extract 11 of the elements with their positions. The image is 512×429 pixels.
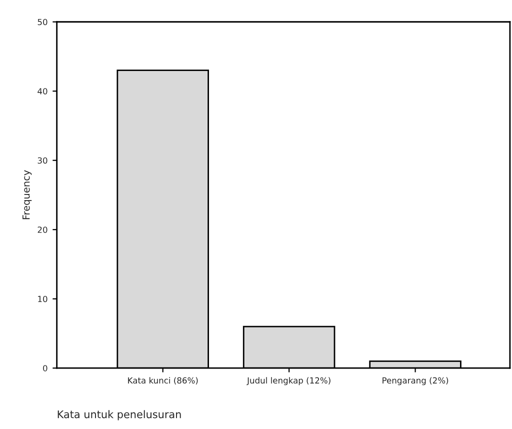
- x-axis-title: Kata untuk penelusuran: [58, 410, 181, 420]
- x-tick-label: Judul lengkap (12%): [246, 377, 330, 386]
- y-axis-title: Frequency: [22, 170, 32, 220]
- y-tick-label: 0: [43, 365, 48, 372]
- y-tick-label: 40: [38, 88, 48, 94]
- y-tick-label: 30: [38, 157, 48, 164]
- y-tick-label: 20: [38, 226, 48, 233]
- x-tick-label: Kata kunci (86%): [128, 377, 198, 385]
- x-tick-label: Pengarang (2%): [382, 377, 448, 386]
- y-tick-label: 10: [38, 296, 48, 302]
- y-tick-label: 50: [38, 18, 48, 26]
